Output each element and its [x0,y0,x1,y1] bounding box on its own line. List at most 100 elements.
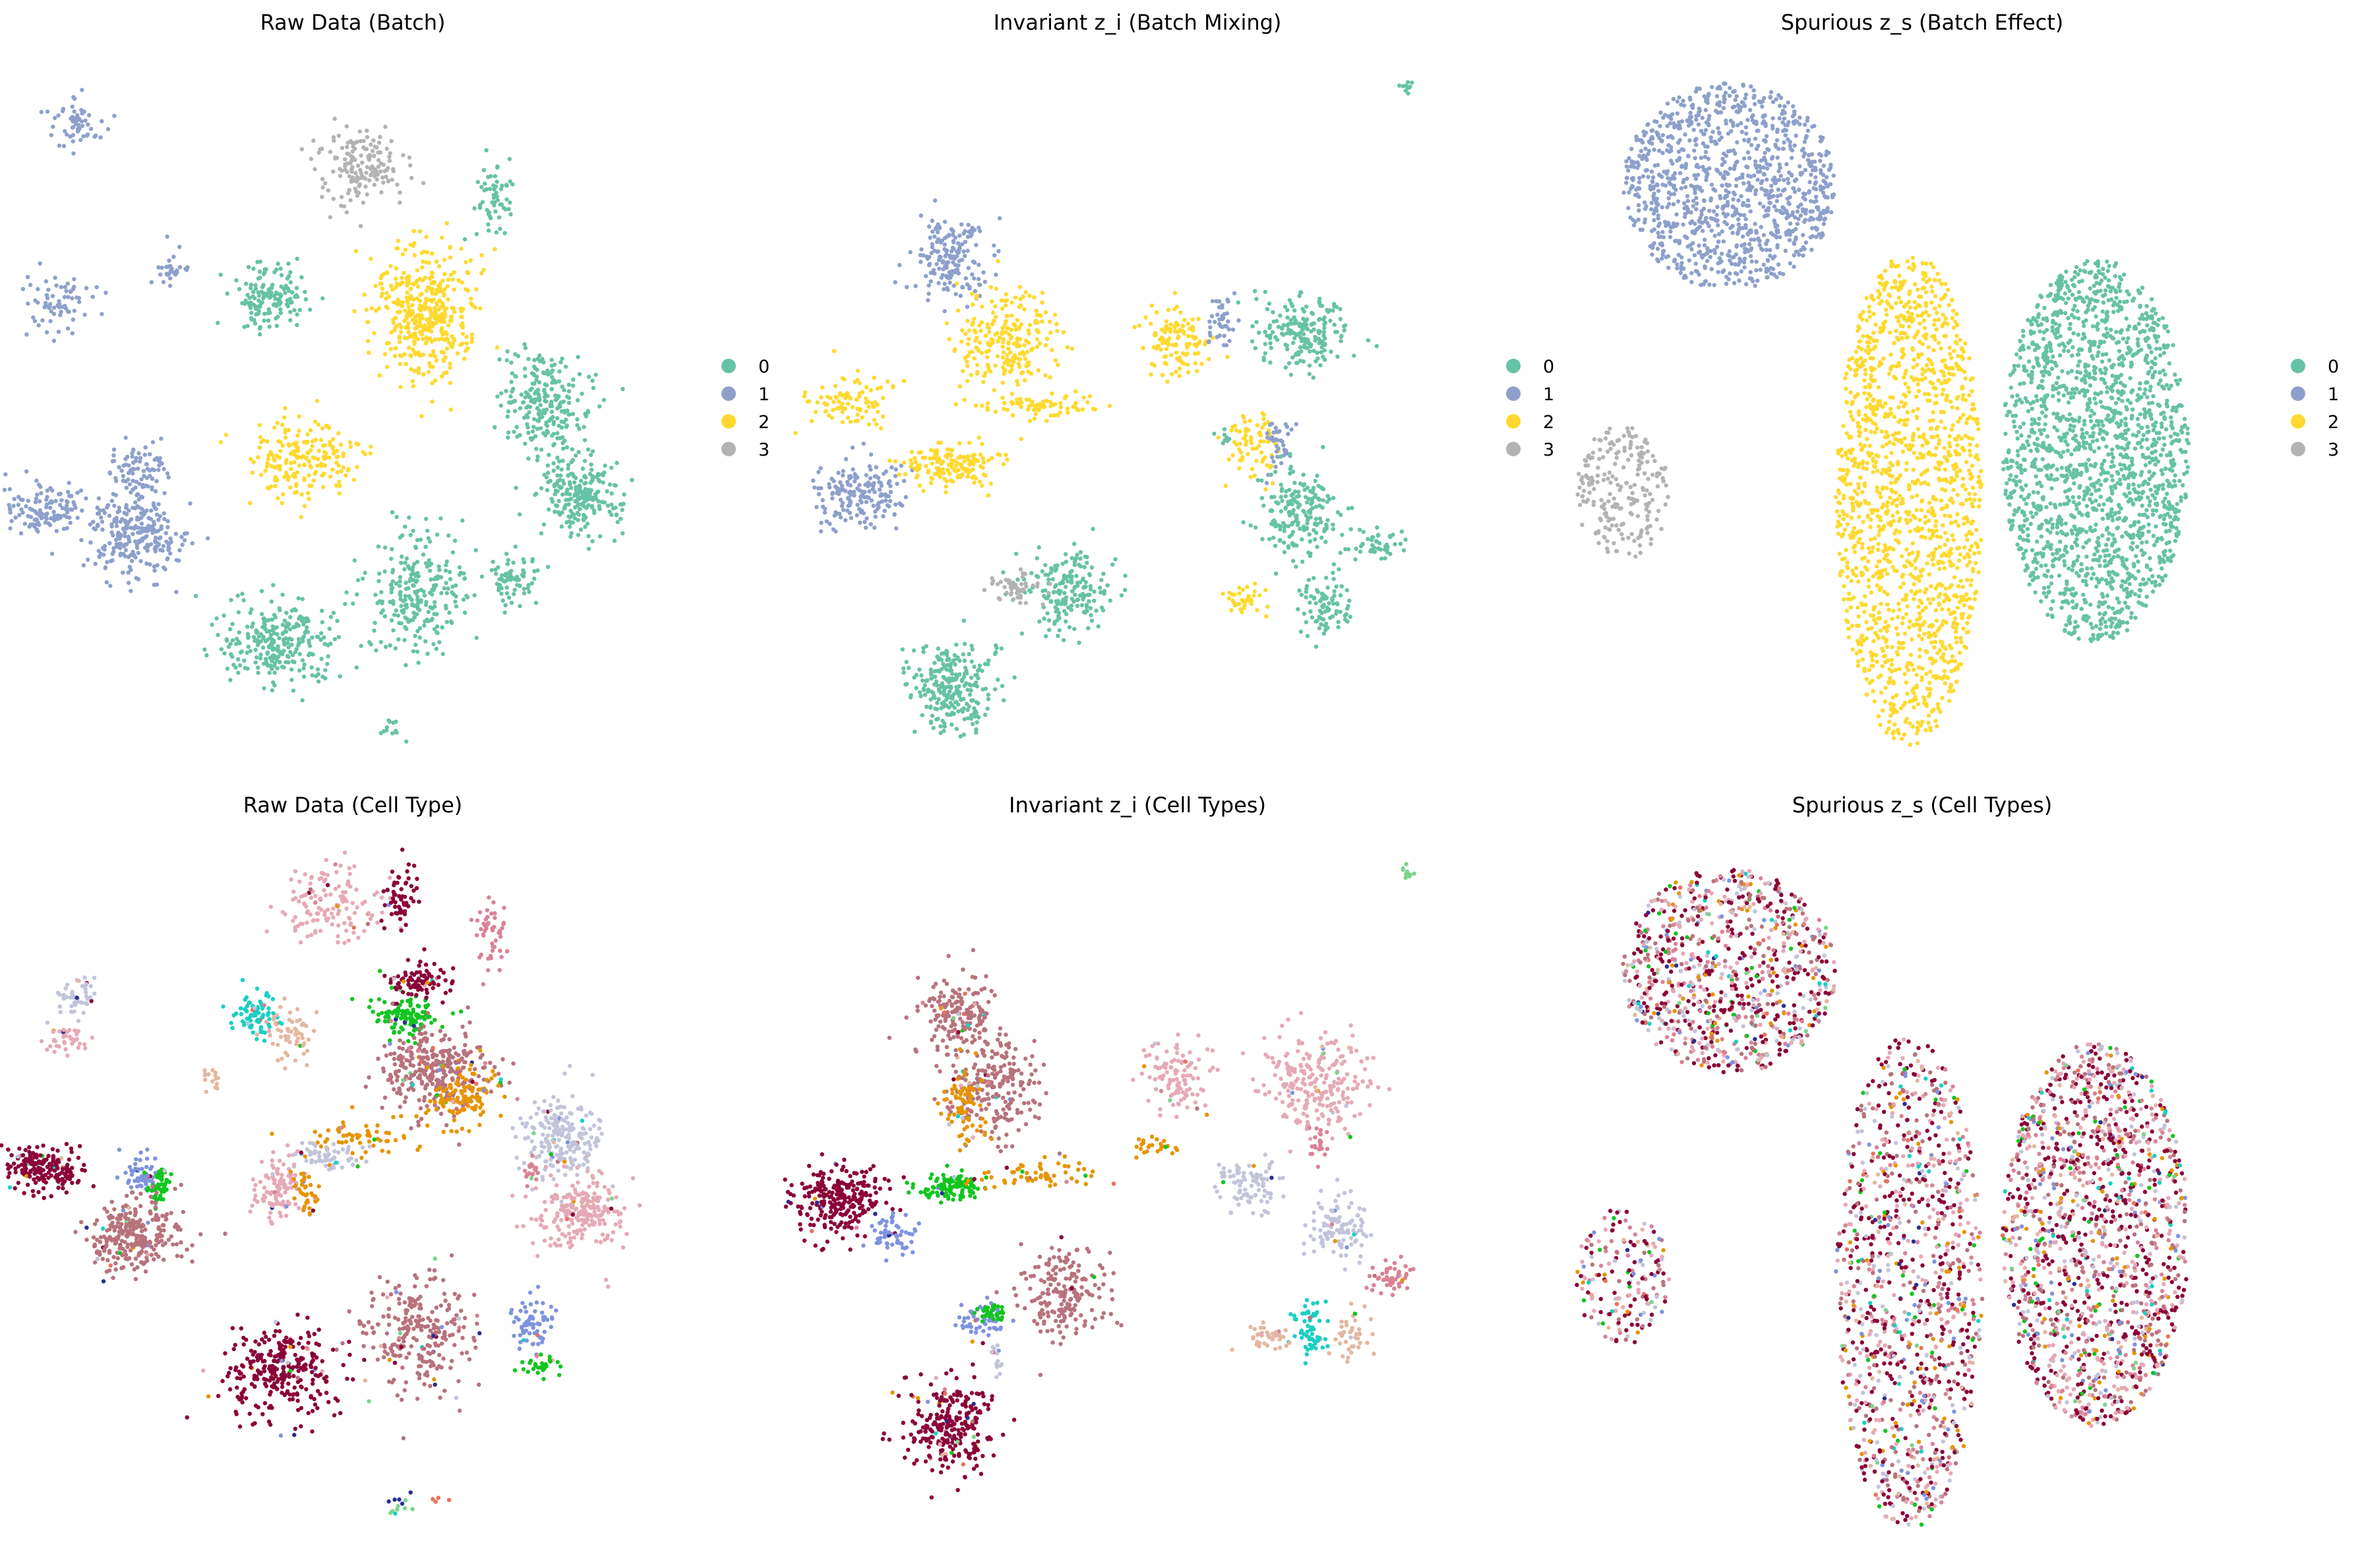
scatter-point [338,167,342,171]
scatter-point [1176,336,1180,340]
scatter-point [1222,334,1226,338]
scatter-point [135,493,138,497]
scatter-point [1034,404,1038,408]
scatter-point [149,508,153,512]
scatter-point [284,471,288,475]
scatter-point [260,589,264,593]
scatter-point [430,287,434,291]
scatter-point [1019,567,1023,571]
scatter-point [377,572,381,576]
scatter-point [1037,545,1041,549]
scatter-point [951,229,955,233]
scatter-point [1263,330,1267,334]
scatter-point [134,459,138,463]
scatter-point [932,661,936,665]
scatter-point [133,539,137,543]
scatter-point [437,287,441,291]
scatter-point [258,332,262,336]
scatter-point [26,498,30,502]
scatter-point [297,414,301,418]
scatter-point [578,485,582,489]
scatter-point [435,612,439,616]
scatter-point [276,262,280,266]
scatter-point [8,506,12,510]
scatter-point [16,502,20,506]
scatter-point [333,117,337,121]
scatter-point [360,161,364,165]
legend-label: 1 [758,384,770,405]
scatter-point [225,638,229,642]
scatter-point [297,464,301,467]
scatter-point [1339,551,1343,555]
scatter-point [994,409,998,413]
scatter-point [942,282,946,286]
scatter-point [148,452,152,456]
scatter-point [45,330,49,334]
scatter-point [927,284,931,287]
scatter-point [290,290,294,294]
scatter-point [379,294,383,298]
scatter-point [1289,465,1293,469]
scatter-point [294,294,298,298]
scatter-point [520,392,524,396]
scatter-point [256,455,260,459]
scatter-point [355,465,359,469]
scatter-point [986,402,990,406]
scatter-point [555,456,559,460]
scatter-point [379,640,383,644]
scatter-point [860,415,864,419]
scatter-point [293,608,297,612]
scatter-point [967,440,971,444]
scatter-point [1321,318,1325,322]
scatter-point [1280,498,1284,502]
scatter-point [1089,588,1093,591]
scatter-point [546,480,550,484]
scatter-point [619,517,622,521]
scatter-point [254,307,258,311]
scatter-point [390,618,394,622]
scatter-point [117,465,121,469]
scatter-point [130,559,134,563]
scatter-point [145,462,149,466]
scatter-point [948,337,952,341]
scatter-point [1149,322,1153,326]
scatter-point [963,684,967,688]
scatter-point [452,270,456,274]
scatter-point [448,365,452,369]
scatter-point [281,492,285,496]
scatter-point [204,653,208,657]
scatter-point [949,448,953,452]
scatter-point [1285,324,1289,328]
scatter-point [1358,528,1362,531]
scatter-point [987,330,991,334]
scatter-point [64,306,68,310]
scatter-point [972,276,976,280]
scatter-point [577,427,581,431]
scatter-point [309,157,313,161]
scatter-point [1366,537,1370,541]
scatter-point [1221,591,1225,595]
scatter-point [1073,593,1077,597]
scatter-point [953,663,957,667]
scatter-point [817,492,821,496]
scatter-point [1217,435,1221,439]
scatter-point [86,123,90,127]
scatter-point [236,671,240,675]
scatter-point [388,151,392,155]
scatter-point [270,688,274,692]
scatter-point [51,510,55,514]
scatter-point [965,475,969,479]
scatter-point [487,228,491,232]
scatter-point [1296,607,1300,611]
scatter-point [142,469,146,473]
scatter-point [975,673,979,677]
scatter-point [450,590,454,594]
scatter-point [1263,487,1267,491]
scatter-point [965,364,969,368]
scatter-point [508,394,512,398]
scatter-point [1070,580,1074,584]
scatter-point [965,282,969,286]
scatter-point [543,382,547,386]
scatter-point [1406,80,1410,84]
scatter-point [867,422,871,426]
